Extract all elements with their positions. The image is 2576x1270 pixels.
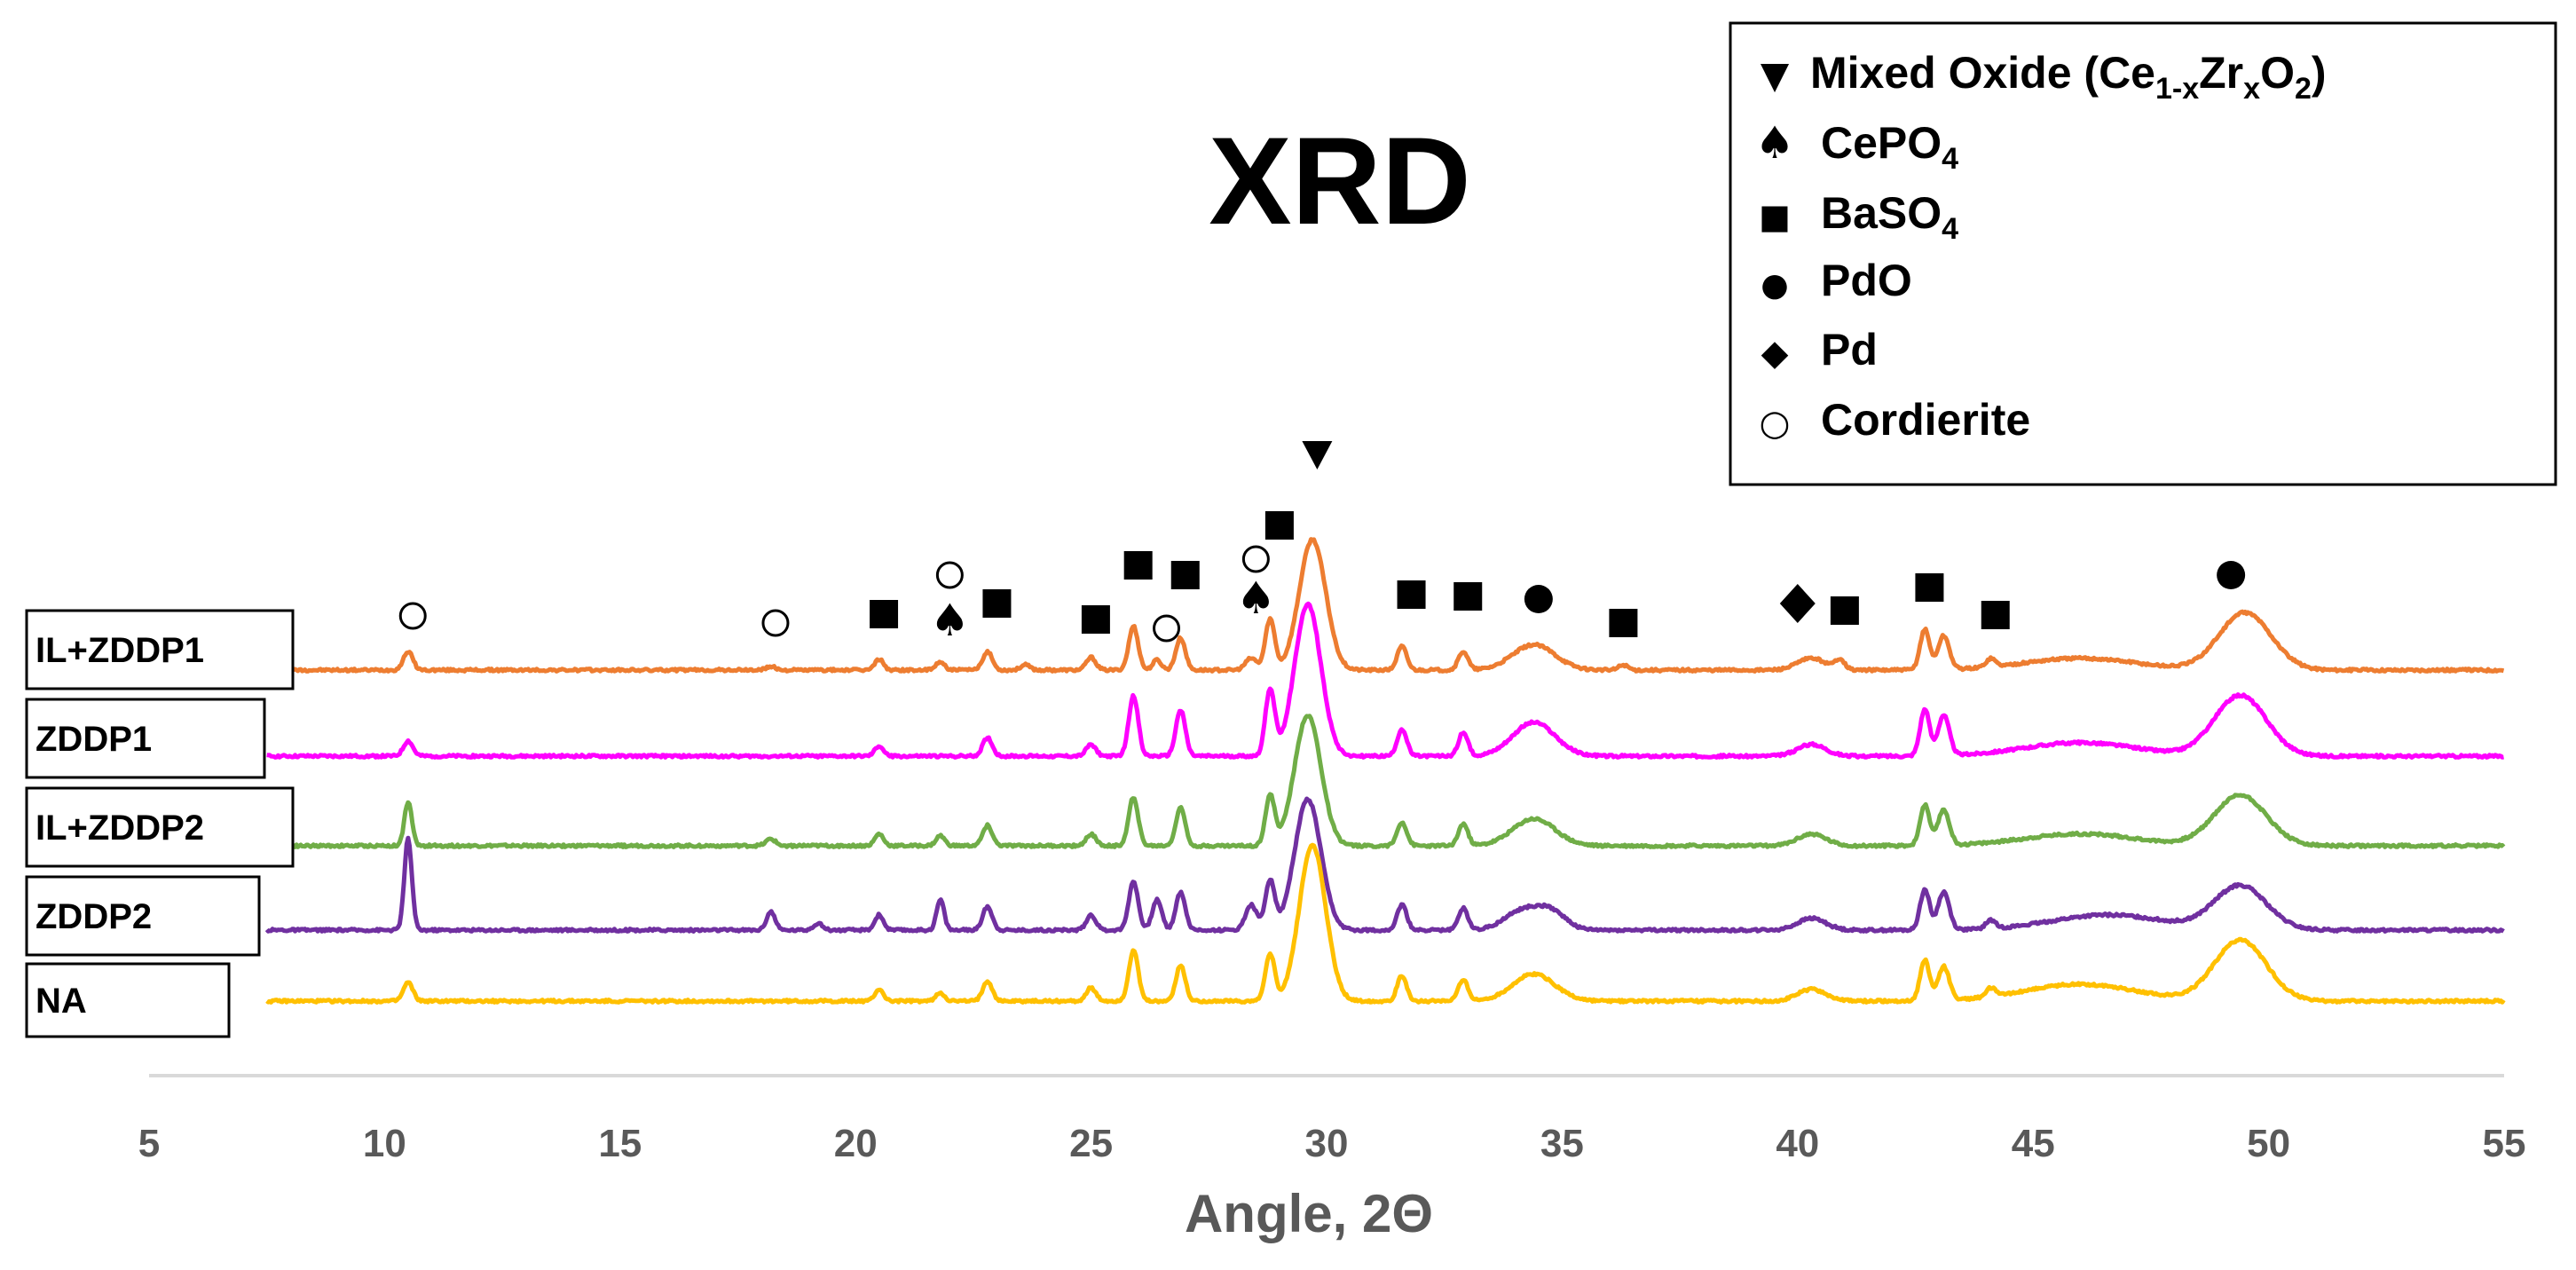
sample-label-text: NA	[35, 982, 87, 1021]
peak-marker-cepo4: ♠	[1236, 572, 1276, 624]
sample-labels: IL+ZDDP1 ZDDP1 IL+ZDDP2 ZDDP2 NA	[25, 609, 295, 1038]
peak-marker-baso4	[982, 589, 1012, 618]
x-tick-label: 30	[1305, 1122, 1349, 1165]
peak-marker-baso4	[1609, 609, 1638, 637]
legend-symbol: ●	[1761, 267, 1788, 304]
legend-label: Cordierite	[1821, 395, 2030, 445]
sample-label-text: ZDDP1	[35, 720, 152, 759]
legend-symbol: ▼	[1761, 53, 1790, 97]
x-tick-label: 40	[1776, 1122, 1819, 1165]
legend-entries: ▼ Mixed Oxide (Ce1-xZrxO2) ♠ CePO4 ■ BaSO4 ● Pd…	[1755, 48, 2327, 445]
peak-marker-cordierite	[935, 561, 964, 589]
sample-label-box	[25, 698, 266, 779]
sample-label-text: ZDDP2	[35, 897, 152, 936]
legend-symbol: ♠	[1755, 117, 1795, 169]
x-tick-label: 25	[1069, 1122, 1113, 1165]
series-line-na	[265, 842, 2506, 1005]
legend-label: BaSO4	[1821, 188, 1958, 246]
peak-marker-pd	[1779, 584, 1816, 623]
legend-symbol: ◆	[1761, 333, 1789, 374]
peak-marker-baso4	[870, 600, 899, 628]
peak-marker-baso4	[1981, 601, 2010, 629]
annotation-layer: ♠ ♠	[398, 441, 2246, 646]
chart-title: XRD	[1209, 111, 1471, 250]
x-tick-label: 20	[834, 1122, 878, 1165]
peak-marker-baso4	[1170, 561, 1200, 589]
legend-label: PdO	[1821, 256, 1912, 305]
legend-symbol: ■	[1759, 197, 1791, 236]
x-tick-label: 10	[363, 1122, 406, 1165]
x-axis-label: Angle, 2Θ	[1185, 1184, 1433, 1243]
x-tick-label: 35	[1540, 1122, 1584, 1165]
legend-box	[1729, 21, 2557, 486]
peak-marker-cordierite	[1153, 614, 1181, 643]
peak-marker-baso4	[1397, 580, 1426, 609]
sample-label-text: IL+ZDDP2	[35, 809, 204, 848]
peak-marker-cepo4: ♠	[930, 595, 970, 646]
sample-label-box	[25, 875, 261, 957]
legend-symbol: ○	[1760, 403, 1791, 444]
peak-marker-cordierite	[398, 602, 427, 630]
peak-marker-baso4	[1264, 511, 1294, 540]
peak-marker-baso4	[1830, 596, 1859, 625]
peak-marker-mixed-oxide	[1302, 441, 1333, 469]
x-tick-label: 45	[2012, 1122, 2055, 1165]
legend-label: Pd	[1821, 325, 1878, 375]
peak-marker-pdo	[1524, 585, 1553, 613]
series-line-il-zddp1	[264, 537, 2505, 674]
peak-marker-cordierite	[1241, 545, 1270, 573]
sample-label-box	[25, 609, 295, 690]
x-tick-label: 15	[598, 1122, 642, 1165]
sample-label-text: IL+ZDDP1	[35, 631, 204, 670]
x-tick-labels: 5 10 15 20 25 30 35 40 45 50 55	[138, 1122, 2526, 1165]
series-layer	[264, 537, 2506, 1005]
x-tick-label: 5	[138, 1122, 160, 1165]
peak-marker-baso4	[1915, 573, 1944, 602]
x-tick-label: 50	[2247, 1122, 2290, 1165]
legend-label: CePO4	[1821, 118, 1958, 176]
sample-label-box	[25, 962, 231, 1038]
x-tick-label: 55	[2483, 1122, 2526, 1165]
series-line-zddp2	[264, 796, 2505, 934]
peak-marker-baso4	[1081, 605, 1110, 634]
series-line-il-zddp2	[265, 714, 2506, 849]
peak-marker-baso4	[1453, 582, 1483, 611]
peak-marker-pdo	[2217, 561, 2246, 589]
peak-marker-baso4	[1123, 551, 1153, 580]
legend-label: Mixed Oxide (Ce1-xZrxO2)	[1810, 48, 2327, 106]
legend: ▼ Mixed Oxide (Ce1-xZrxO2) ♠ CePO4 ■ BaSO4 ● Pd…	[1729, 21, 2557, 486]
series-line-zddp1	[265, 601, 2505, 760]
sample-label-box	[25, 786, 295, 868]
peak-marker-cordierite	[761, 609, 790, 637]
